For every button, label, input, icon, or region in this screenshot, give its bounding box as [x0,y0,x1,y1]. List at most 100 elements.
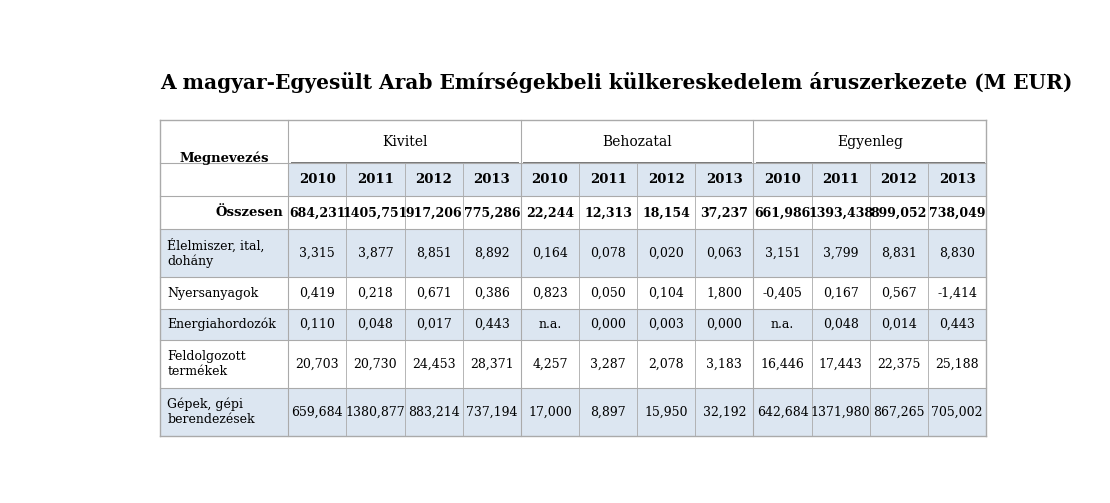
Text: 2013: 2013 [474,174,511,187]
Text: 659,684: 659,684 [292,405,343,418]
Text: 2011: 2011 [357,174,394,187]
Text: 8,831: 8,831 [881,247,917,260]
Text: Kivitel: Kivitel [382,135,427,149]
Text: 2012: 2012 [880,174,917,187]
Text: A magyar-Egyesült Arab Emírségekbeli külkereskedelem áruszerkezete (M EUR): A magyar-Egyesült Arab Emírségekbeli kül… [160,72,1072,93]
Text: Nyersanyagok: Nyersanyagok [168,287,259,300]
Text: Gépek, gépi
berendezések: Gépek, gépi berendezések [168,398,255,427]
Text: 3,315: 3,315 [300,247,335,260]
Text: 2,078: 2,078 [648,358,684,371]
Text: 2012: 2012 [648,174,685,187]
Text: 0,443: 0,443 [474,318,509,331]
Text: 32,192: 32,192 [703,405,746,418]
Text: 25,188: 25,188 [936,358,979,371]
Text: 0,823: 0,823 [532,287,568,300]
Text: 0,419: 0,419 [300,287,335,300]
Text: 0,050: 0,050 [591,287,626,300]
Text: 20,703: 20,703 [295,358,340,371]
Text: 0,000: 0,000 [591,318,626,331]
Text: 3,151: 3,151 [765,247,800,260]
Text: 917,206: 917,206 [405,206,462,219]
Text: 775,286: 775,286 [464,206,521,219]
Text: 684,231: 684,231 [289,206,345,219]
Text: 3,183: 3,183 [706,358,743,371]
Text: 0,078: 0,078 [591,247,626,260]
Text: 0,443: 0,443 [939,318,975,331]
Text: 2010: 2010 [532,174,568,187]
Text: 2011: 2011 [589,174,626,187]
Text: 0,063: 0,063 [706,247,743,260]
Text: Energiahordozók: Energiahordozók [168,318,276,331]
Text: 2011: 2011 [823,174,859,187]
Text: 8,830: 8,830 [939,247,975,260]
Text: 2012: 2012 [415,174,452,187]
Text: 3,877: 3,877 [357,247,393,260]
Text: Feldolgozott
termékek: Feldolgozott termékek [168,350,245,378]
Text: 642,684: 642,684 [757,405,808,418]
Text: 0,104: 0,104 [648,287,684,300]
Bar [289,163,986,196]
Text: -1,414: -1,414 [937,287,977,300]
Text: 867,265: 867,265 [874,405,925,418]
Text: 8,892: 8,892 [474,247,509,260]
Text: -0,405: -0,405 [763,287,803,300]
Text: 4,257: 4,257 [532,358,567,371]
Text: 17,000: 17,000 [528,405,572,418]
Text: 2013: 2013 [939,174,976,187]
Text: 899,052: 899,052 [870,206,927,219]
Text: Összesen: Összesen [215,206,283,219]
Text: 0,110: 0,110 [300,318,335,331]
Bar [160,163,289,196]
Text: 0,167: 0,167 [823,287,859,300]
Text: 22,375: 22,375 [877,358,920,371]
Text: 20,730: 20,730 [354,358,397,371]
Text: 2010: 2010 [299,174,335,187]
Bar [160,196,986,229]
Text: 0,048: 0,048 [823,318,859,331]
Text: 15,950: 15,950 [645,405,688,418]
Text: 28,371: 28,371 [470,358,514,371]
Text: 22,244: 22,244 [526,206,574,219]
Text: 37,237: 37,237 [700,206,748,219]
Text: 8,897: 8,897 [591,405,626,418]
Text: 12,313: 12,313 [584,206,632,219]
Text: 0,017: 0,017 [416,318,452,331]
Text: 16,446: 16,446 [760,358,805,371]
Text: 0,014: 0,014 [881,318,917,331]
Text: 738,049: 738,049 [929,206,986,219]
Text: 1405,751: 1405,751 [343,206,408,219]
Text: 0,567: 0,567 [881,287,917,300]
Text: Behozatal: Behozatal [603,135,672,149]
Text: 3,799: 3,799 [823,247,858,260]
Text: 18,154: 18,154 [643,206,690,219]
Text: 1393,438: 1393,438 [808,206,874,219]
Text: 17,443: 17,443 [819,358,862,371]
Text: 883,214: 883,214 [407,405,460,418]
Text: 0,048: 0,048 [357,318,393,331]
Text: 3,287: 3,287 [591,358,626,371]
Text: 705,002: 705,002 [931,405,982,418]
Text: 2010: 2010 [764,174,801,187]
Text: 661,986: 661,986 [755,206,810,219]
Text: 1,800: 1,800 [706,287,743,300]
Bar [160,309,986,340]
Text: 1380,877: 1380,877 [345,405,405,418]
Text: Megnevezés: Megnevezés [180,151,269,165]
Text: 0,386: 0,386 [474,287,509,300]
Text: 1371,980: 1371,980 [811,405,870,418]
Text: Egyenleg: Egyenleg [837,135,902,149]
Text: 2013: 2013 [706,174,743,187]
Text: 8,851: 8,851 [416,247,452,260]
Text: 0,218: 0,218 [357,287,393,300]
Text: 0,003: 0,003 [648,318,684,331]
Text: 0,020: 0,020 [648,247,684,260]
Text: 24,453: 24,453 [412,358,455,371]
Text: n.a.: n.a. [538,318,562,331]
Text: 0,671: 0,671 [416,287,452,300]
Text: 737,194: 737,194 [466,405,517,418]
Text: n.a.: n.a. [771,318,794,331]
Text: 0,164: 0,164 [532,247,568,260]
Text: Élelmiszer, ital,
dohány: Élelmiszer, ital, dohány [168,238,264,268]
Bar [160,277,986,309]
Text: 0,000: 0,000 [706,318,743,331]
